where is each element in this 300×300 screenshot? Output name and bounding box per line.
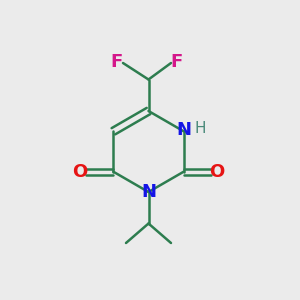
Text: O: O (209, 163, 225, 181)
Text: F: F (171, 53, 183, 71)
Text: N: N (141, 183, 156, 201)
Text: F: F (111, 53, 123, 71)
Text: H: H (194, 121, 206, 136)
Text: O: O (72, 163, 88, 181)
Text: N: N (176, 121, 191, 139)
